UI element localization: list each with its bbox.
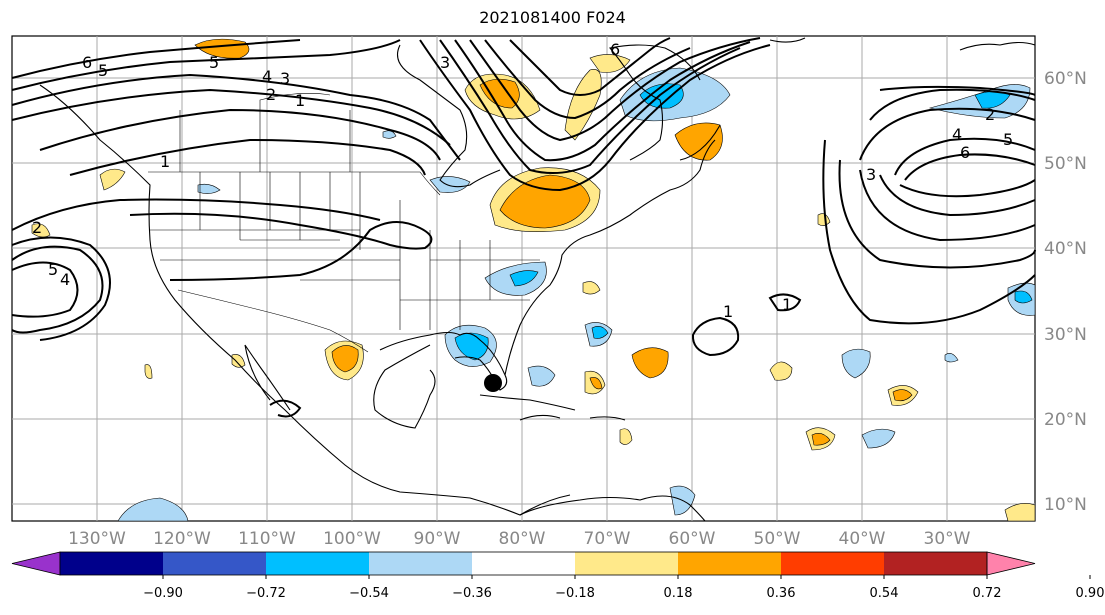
contour-labels: 6 5 4 3 2 1 1 2 3 4 5 6 5 4 1 1 5 6 3 2 — [32, 40, 1013, 321]
colorbar-tick-label: −0.18 — [555, 586, 595, 601]
lon-label: 120°W — [153, 529, 211, 549]
lon-label: 60°W — [669, 529, 716, 549]
lat-label: 20°N — [1044, 410, 1087, 430]
colorbar-segment — [266, 552, 369, 575]
lon-label: 40°W — [839, 529, 886, 549]
lon-label: 130°W — [68, 529, 126, 549]
colorbar-segment — [678, 552, 781, 575]
colorbar-ticks: −0.90 −0.72 −0.54 −0.36 −0.18 0.18 0.36 0.54 0.7… — [143, 575, 1104, 601]
coastlines — [39, 37, 1036, 522]
contour-label: 1 — [723, 302, 733, 321]
lat-label: 30°N — [1044, 325, 1087, 345]
colorbar-segment — [781, 552, 884, 575]
contour-label: 6 — [82, 53, 92, 72]
storm-location-marker — [484, 374, 502, 392]
colorbar-max-extension — [986, 551, 1036, 576]
colorbar-segment — [575, 552, 678, 575]
contour-label: 5 — [48, 260, 58, 279]
colorbar-tick-label: 0.54 — [870, 586, 899, 601]
colorbar-tick-label: −0.90 — [143, 586, 183, 601]
longitude-axis: 130°W 120°W 110°W 100°W 90°W 80°W 70°W 6… — [68, 529, 971, 549]
colorbar-tick-label: 0.72 — [973, 586, 1002, 601]
lat-label: 40°N — [1044, 239, 1087, 259]
colorbar-segment — [472, 552, 575, 575]
contour-label: 6 — [960, 143, 970, 162]
colorbar-segment — [369, 552, 472, 575]
contour-label: 1 — [295, 91, 305, 110]
colorbar-tick-label: 0.18 — [664, 586, 693, 601]
contour-label: 5 — [1003, 130, 1013, 149]
colorbar-min-extension — [11, 551, 61, 576]
contour-label: 2 — [985, 105, 995, 124]
contour-label: 5 — [209, 53, 219, 72]
contour-label: 2 — [266, 85, 276, 104]
contour-label: 3 — [440, 53, 450, 72]
colorbar-segment — [163, 552, 266, 575]
lon-label: 90°W — [414, 529, 461, 549]
colorbar-tick-label: −0.54 — [349, 586, 389, 601]
colorbar-tick-label: −0.36 — [452, 586, 492, 601]
lat-label: 60°N — [1044, 69, 1087, 89]
latitude-axis: 60°N 50°N 40°N 30°N 20°N 10°N — [1044, 69, 1087, 515]
lat-label: 50°N — [1044, 154, 1087, 174]
lon-label: 110°W — [238, 529, 296, 549]
colorbar-tick-label: 0.36 — [767, 586, 796, 601]
colorbar-tick-label: 0.90 — [1076, 586, 1105, 601]
contour-lines — [11, 37, 1036, 418]
contour-label: 5 — [98, 61, 108, 80]
colorbar-segment — [884, 552, 987, 575]
map-title: 2021081400 F024 — [479, 8, 626, 27]
lon-label: 100°W — [323, 529, 381, 549]
contour-label: 1 — [160, 152, 170, 171]
contour-label: 6 — [610, 40, 620, 59]
lon-label: 30°W — [924, 529, 971, 549]
lon-label: 70°W — [584, 529, 631, 549]
negative-anomaly-fills — [117, 67, 1036, 522]
contour-label: 2 — [32, 218, 42, 237]
lat-label: 10°N — [1044, 495, 1087, 515]
contour-label: 4 — [262, 67, 272, 86]
lon-label: 80°W — [499, 529, 546, 549]
contour-label: 4 — [60, 270, 70, 289]
colorbar — [11, 551, 1036, 576]
colorbar-tick-label: −0.72 — [246, 586, 286, 601]
contour-label: 4 — [952, 125, 962, 144]
contour-label: 1 — [782, 295, 792, 314]
colorbar-outline — [59, 551, 988, 576]
lon-label: 50°W — [754, 529, 801, 549]
contour-label: 3 — [280, 69, 290, 88]
colorbar-segment — [60, 552, 163, 575]
contour-label: 3 — [866, 165, 876, 184]
